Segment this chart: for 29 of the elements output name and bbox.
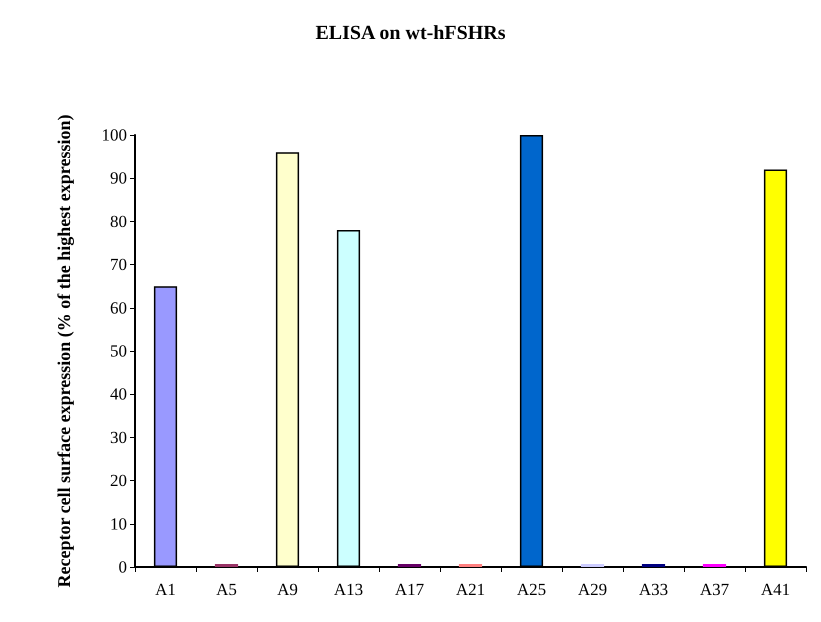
y-tick-label: 90 [110,168,127,188]
y-tick-label: 20 [110,471,127,490]
bar [214,564,238,567]
chart-title: ELISA on wt-hFSHRs [315,22,506,44]
y-tick-label: 10 [110,514,127,534]
y-tick-label: 40 [110,384,127,404]
y-tick-label: 60 [110,298,127,318]
y-axis-title: Receptor cell surface expression (% of the highest expression) [54,114,74,588]
bar [458,564,482,567]
bar [398,564,422,567]
y-tick-label: 70 [110,255,127,274]
x-tick-label: A1 [155,580,176,599]
x-tick-label: A33 [638,580,668,599]
x-tick-label: A9 [277,580,298,599]
x-tick-label: A13 [334,580,364,599]
bar [642,564,666,567]
y-tick-label: 50 [110,342,127,360]
x-tick-label: A21 [456,580,486,599]
y-tick-label: 30 [110,428,127,447]
y-tick-label: 100 [102,126,127,144]
x-tick-label: A25 [516,580,546,599]
x-tick-label: A17 [394,580,425,599]
bar [702,564,726,567]
x-tick-label: A29 [578,580,608,599]
x-tick-label: A5 [216,580,237,599]
y-tick-label: 0 [118,558,127,576]
x-tick-label: A41 [760,580,790,599]
x-tick-label: A37 [700,580,730,599]
y-tick-label: 80 [110,212,127,231]
